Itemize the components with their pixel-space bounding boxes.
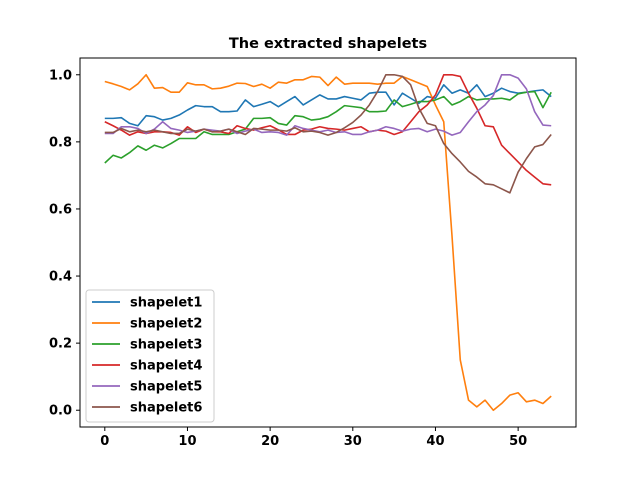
x-axis: 0 10 20 30 40 50 xyxy=(100,427,527,449)
series-line-5 xyxy=(104,73,552,136)
legend-label-1: shapelet1 xyxy=(130,296,202,311)
y-axis: 0.0 0.2 0.4 0.6 0.8 1.0 xyxy=(49,68,80,419)
x-tick-label: 10 xyxy=(178,434,196,449)
series-line-3 xyxy=(104,90,552,164)
x-tick-label: 30 xyxy=(344,434,362,449)
series-layer xyxy=(104,73,552,412)
y-tick-label: 0.4 xyxy=(49,270,72,285)
y-tick-label: 0.6 xyxy=(49,202,72,217)
x-tick-label: 50 xyxy=(509,434,527,449)
series-line-6 xyxy=(104,73,552,194)
legend-label-5: shapelet5 xyxy=(130,380,202,395)
x-tick-label: 0 xyxy=(100,434,109,449)
chart-title: The extracted shapelets xyxy=(229,36,427,52)
series-line-2 xyxy=(104,73,552,412)
y-tick-label: 0.2 xyxy=(49,337,72,352)
legend-label-2: shapelet2 xyxy=(130,317,202,332)
legend-label-6: shapelet6 xyxy=(130,401,202,416)
legend-label-3: shapelet3 xyxy=(130,338,202,353)
axes-frame xyxy=(79,57,577,428)
x-tick-label: 20 xyxy=(261,434,279,449)
y-tick-label: 0.8 xyxy=(49,135,72,150)
legend-label-4: shapelet4 xyxy=(130,359,202,374)
series-line-1 xyxy=(104,84,552,127)
y-tick-label: 0.0 xyxy=(49,404,72,419)
series-line-4 xyxy=(104,73,552,186)
x-tick-label: 40 xyxy=(426,434,444,449)
y-tick-label: 1.0 xyxy=(49,68,72,83)
legend: shapelet1 shapelet2 shapelet3 shapelet4 shap… xyxy=(85,289,215,423)
